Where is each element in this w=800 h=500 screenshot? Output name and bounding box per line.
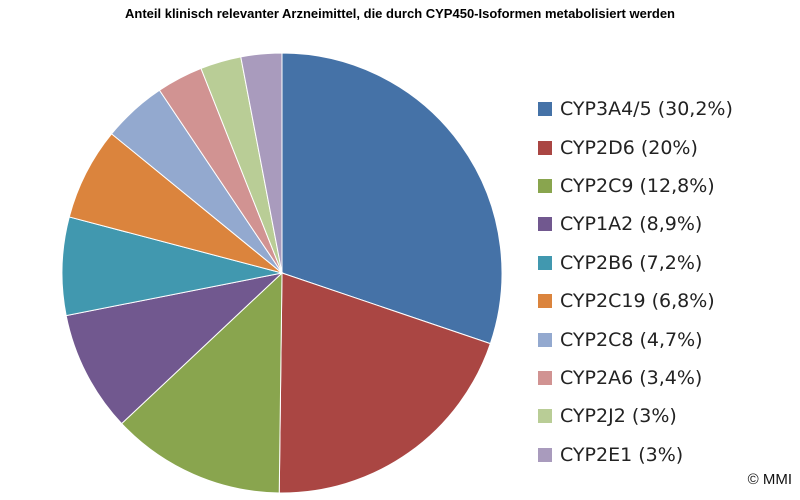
legend-item: CYP1A2 (8,9%) (538, 205, 733, 243)
pie-slice-cyp3a4-5 (281, 52, 503, 345)
legend-item: CYP2B6 (7,2%) (538, 244, 733, 282)
legend-item: CYP2C9 (12,8%) (538, 167, 733, 205)
legend-label: CYP2C9 (12,8%) (560, 174, 715, 197)
legend-label: CYP2B6 (7,2%) (560, 251, 703, 274)
legend-item: CYP2D6 (20%) (538, 128, 733, 166)
chart-title: Anteil klinisch relevanter Arzneimittel,… (124, 6, 675, 21)
legend-swatch (538, 102, 552, 117)
legend-label: CYP2J2 (3%) (560, 405, 677, 428)
legend-label: CYP1A2 (8,9%) (560, 213, 703, 236)
legend-label: CYP2A6 (3,4%) (560, 366, 703, 389)
legend-label: CYP2E1 (3%) (560, 443, 684, 466)
pie-slice-cyp2d6 (278, 272, 491, 494)
legend-item: CYP3A4/5 (30,2%) (538, 90, 733, 128)
copyright-notice: © MMI (747, 471, 792, 488)
pie-slice-cyp2b6 (61, 216, 283, 317)
pie-slice-cyp2c9 (120, 271, 283, 494)
legend-swatch (538, 409, 552, 424)
pie-slice-cyp1a2 (65, 272, 284, 425)
legend-swatch (538, 255, 552, 270)
legend-label: CYP2C19 (6,8%) (560, 290, 715, 313)
legend-swatch (538, 447, 552, 462)
legend-label: CYP2D6 (20%) (560, 136, 698, 159)
pie-slice-cyp2e1 (240, 52, 283, 274)
legend-swatch (538, 140, 552, 155)
legend-label: CYP2C8 (4,7%) (560, 328, 703, 351)
legend-item: CYP2A6 (3,4%) (538, 359, 733, 397)
legend-swatch (538, 294, 552, 309)
legend-swatch (538, 217, 552, 232)
legend-label: CYP3A4/5 (30,2%) (560, 98, 733, 121)
chart-legend: CYP3A4/5 (30,2%) CYP2D6 (20%) CYP2C9 (12,8… (538, 90, 733, 474)
legend-swatch (538, 332, 552, 347)
legend-item: CYP2C8 (4,7%) (538, 320, 733, 358)
legend-swatch (538, 370, 552, 385)
legend-item: CYP2C19 (6,8%) (538, 282, 733, 320)
legend-item: CYP2E1 (3%) (538, 436, 733, 474)
legend-swatch (538, 178, 552, 193)
legend-item: CYP2J2 (3%) (538, 397, 733, 435)
